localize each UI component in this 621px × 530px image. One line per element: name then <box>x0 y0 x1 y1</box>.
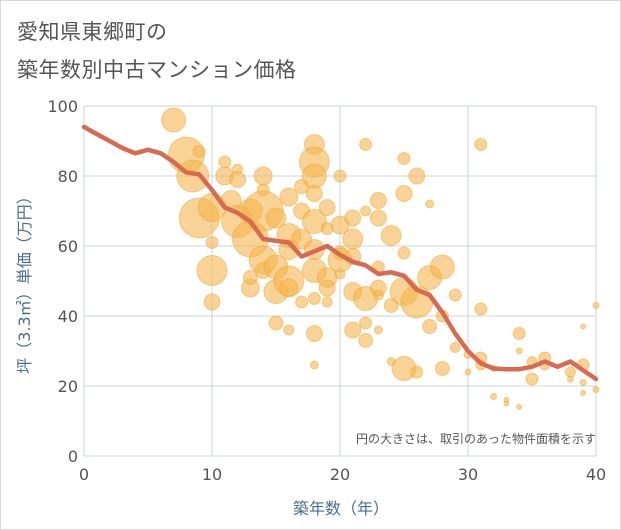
data-bubble <box>592 302 600 309</box>
data-bubble <box>344 209 362 227</box>
data-bubble <box>318 279 336 297</box>
data-bubble <box>283 324 295 336</box>
x-tick-label: 40 <box>586 465 606 484</box>
x-tick-label: 10 <box>202 465 222 484</box>
data-bubble <box>408 167 426 185</box>
chart-title-line2: 築年数別中古マンション価格 <box>17 58 297 82</box>
y-tick-labels: 0 20 40 60 80 100 <box>47 97 78 466</box>
data-bubble <box>369 192 387 209</box>
data-bubble <box>205 236 219 249</box>
y-tick-label: 20 <box>58 377 78 396</box>
data-bubble <box>305 325 323 342</box>
data-bubble <box>516 404 523 410</box>
data-bubble <box>301 209 327 234</box>
grid-lines <box>83 105 597 457</box>
data-bubble <box>176 159 210 193</box>
y-tick-label: 80 <box>58 167 78 186</box>
data-bubble <box>525 372 539 386</box>
data-bubble <box>425 199 435 209</box>
y-axis-label: 坪（3.3㎡）単価（万円） <box>15 188 34 373</box>
data-bubble <box>360 205 372 217</box>
data-bubble <box>373 325 383 335</box>
y-tick-label: 100 <box>47 97 78 116</box>
data-bubble <box>192 145 206 158</box>
data-bubble <box>372 289 384 301</box>
x-tick-labels: 0 10 20 30 40 <box>79 465 606 484</box>
data-bubble <box>434 361 450 376</box>
data-bubble <box>359 138 373 151</box>
data-bubble <box>395 185 413 202</box>
chart-title-line1: 愛知県東郷町の <box>17 20 168 44</box>
data-bubble <box>232 163 244 175</box>
data-bubble <box>380 225 402 246</box>
data-bubble <box>464 368 472 376</box>
data-bubble <box>218 155 232 169</box>
data-bubble <box>474 302 488 316</box>
trend-line-layer <box>81 124 599 382</box>
data-bubble <box>307 292 321 305</box>
data-bubble <box>580 390 587 396</box>
data-bubble <box>429 254 455 280</box>
y-tick-label: 40 <box>58 307 78 326</box>
average-price-trend-line <box>81 124 599 382</box>
data-bubble <box>490 393 498 400</box>
x-tick-label: 0 <box>79 465 89 484</box>
data-bubble <box>515 347 523 355</box>
x-tick-label: 30 <box>458 465 478 484</box>
data-bubble <box>566 375 574 383</box>
data-bubble <box>449 342 461 353</box>
data-bubble <box>334 268 346 280</box>
data-bubble <box>503 400 510 407</box>
data-bubble <box>333 169 347 183</box>
data-bubble <box>309 360 319 370</box>
bubble-size-note: 円の大きさは、取引のあった物件面積を示す <box>356 431 596 446</box>
y-tick-label: 60 <box>58 237 78 256</box>
data-bubble <box>265 207 287 229</box>
data-bubble <box>474 138 488 151</box>
data-bubble <box>579 379 587 386</box>
data-bubble <box>279 187 299 207</box>
data-bubble <box>279 278 299 298</box>
data-bubble <box>448 288 462 302</box>
data-bubble <box>397 152 411 165</box>
data-bubble <box>242 270 258 285</box>
data-bubble <box>580 323 587 330</box>
data-bubble <box>321 296 333 308</box>
data-bubble <box>161 107 187 133</box>
data-bubble <box>410 365 424 379</box>
data-bubble <box>305 185 323 202</box>
data-bubble <box>512 327 526 340</box>
data-bubble <box>203 293 221 311</box>
data-bubble <box>592 386 600 393</box>
data-bubble <box>196 255 228 286</box>
data-bubble <box>397 246 411 260</box>
data-bubble <box>422 319 438 334</box>
data-bubble <box>295 295 309 309</box>
data-bubble <box>342 228 364 250</box>
data-bubble <box>359 316 373 330</box>
x-axis-label: 築年数（年） <box>293 499 389 518</box>
data-bubble <box>318 199 336 216</box>
x-tick-label: 20 <box>330 465 350 484</box>
data-bubble <box>253 166 273 186</box>
y-tick-label: 0 <box>68 447 78 466</box>
data-bubble <box>358 333 374 348</box>
data-bubble <box>268 315 284 331</box>
data-bubble <box>369 209 387 227</box>
bubble-layer <box>161 107 600 410</box>
data-bubble <box>301 163 327 189</box>
data-bubble <box>344 321 362 339</box>
